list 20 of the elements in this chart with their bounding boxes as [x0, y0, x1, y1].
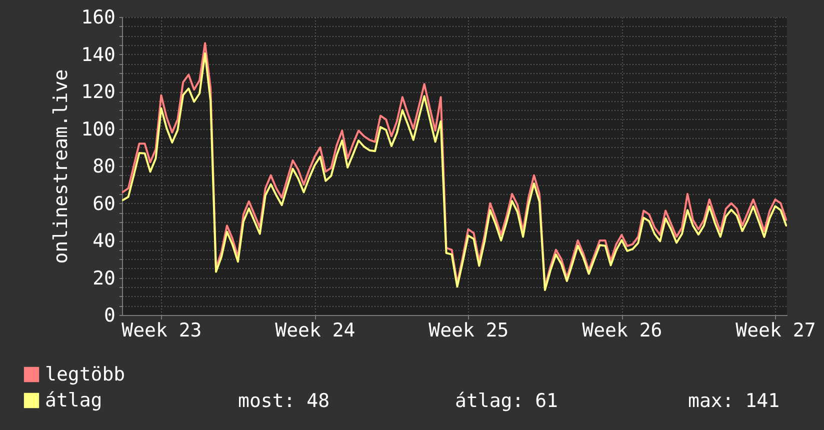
text: átlag: 61 [455, 390, 558, 412]
legend-label: legtöbb [45, 364, 126, 386]
legend-label: átlag [45, 390, 102, 412]
y-axis-title: onlinestream.live [50, 69, 72, 264]
y-tick-label: 100 [81, 118, 116, 140]
y-tick-label: 0 [104, 304, 116, 326]
y-tick-label: 140 [81, 44, 116, 66]
y-tick-label: 120 [81, 81, 116, 103]
text: max: 141 [688, 390, 780, 412]
y-tick-label: 20 [92, 267, 116, 290]
text: most: 48 [238, 390, 330, 412]
y-tick-label: 160 [81, 6, 116, 28]
x-tick-label: Week 26 [582, 320, 662, 342]
y-tick-label: 60 [92, 192, 116, 215]
x-tick-label: Week 27 [736, 320, 816, 342]
y-tick-label: 80 [92, 156, 116, 178]
x-tick-label: Week 23 [122, 320, 202, 342]
y-tick-label: 40 [92, 230, 116, 252]
x-tick-label: Week 25 [428, 320, 509, 342]
x-tick-label: Week 24 [275, 320, 356, 342]
